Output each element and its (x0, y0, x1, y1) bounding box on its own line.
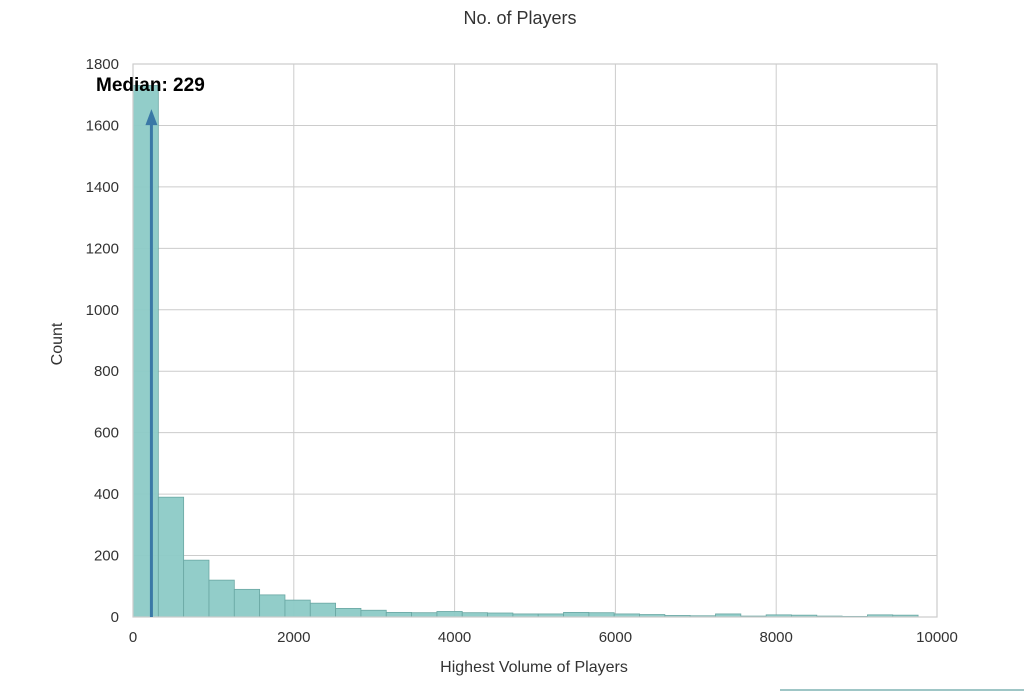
bar-5 (259, 594, 286, 618)
x-tick-label-3: 6000 (599, 629, 632, 646)
y-axis-label: Count (49, 322, 66, 365)
y-axis-ticks: 0 200 400 600 800 1000 1200 1400 1600 1800 (86, 56, 119, 626)
bar-10 (385, 611, 412, 618)
bar-18 (588, 612, 615, 618)
bar-3 (208, 579, 235, 618)
bar-2 (183, 559, 210, 618)
x-tick-label-1: 2000 (277, 629, 310, 646)
y-tick-label-0: 0 (111, 609, 119, 626)
bar-9 (360, 609, 387, 618)
bar-11 (411, 612, 438, 618)
x-axis-ticks: 0 2000 4000 6000 8000 10000 (129, 629, 958, 646)
y-tick-label-7: 1400 (86, 179, 119, 196)
y-tick-label-9: 1800 (86, 56, 119, 73)
y-tick-label-8: 1600 (86, 117, 119, 134)
bar-8 (335, 607, 362, 618)
y-tick-label-1: 200 (94, 548, 119, 565)
median-arrow-head (145, 109, 158, 126)
chart-title: No. of Players (463, 8, 576, 28)
x-axis-label: Highest Volume of Players (440, 659, 628, 676)
bar-4 (233, 588, 261, 618)
bar-13 (461, 612, 488, 618)
y-tick-label-3: 600 (94, 425, 119, 442)
bar-7 (309, 602, 337, 618)
x-tick-label-4: 8000 (760, 629, 793, 646)
x-tick-label-5: 10000 (916, 629, 958, 646)
y-tick-label-6: 1200 (86, 240, 119, 257)
bar-0 (132, 85, 159, 618)
bar-12 (436, 611, 463, 618)
y-tick-label-4: 800 (94, 363, 119, 380)
bar-1 (157, 496, 185, 618)
plot-frame (132, 63, 938, 618)
x-tick-label-2: 4000 (438, 629, 471, 646)
bar-17 (563, 611, 590, 618)
y-tick-label-5: 1000 (86, 302, 119, 319)
bars (132, 85, 919, 618)
x-tick-label-0: 0 (129, 629, 137, 646)
bar-6 (284, 599, 311, 618)
gridlines (132, 63, 938, 618)
median-annotation: Median: 229 (96, 75, 205, 617)
median-label: Median: 229 (96, 75, 205, 96)
y-tick-label-2: 400 (94, 486, 119, 503)
